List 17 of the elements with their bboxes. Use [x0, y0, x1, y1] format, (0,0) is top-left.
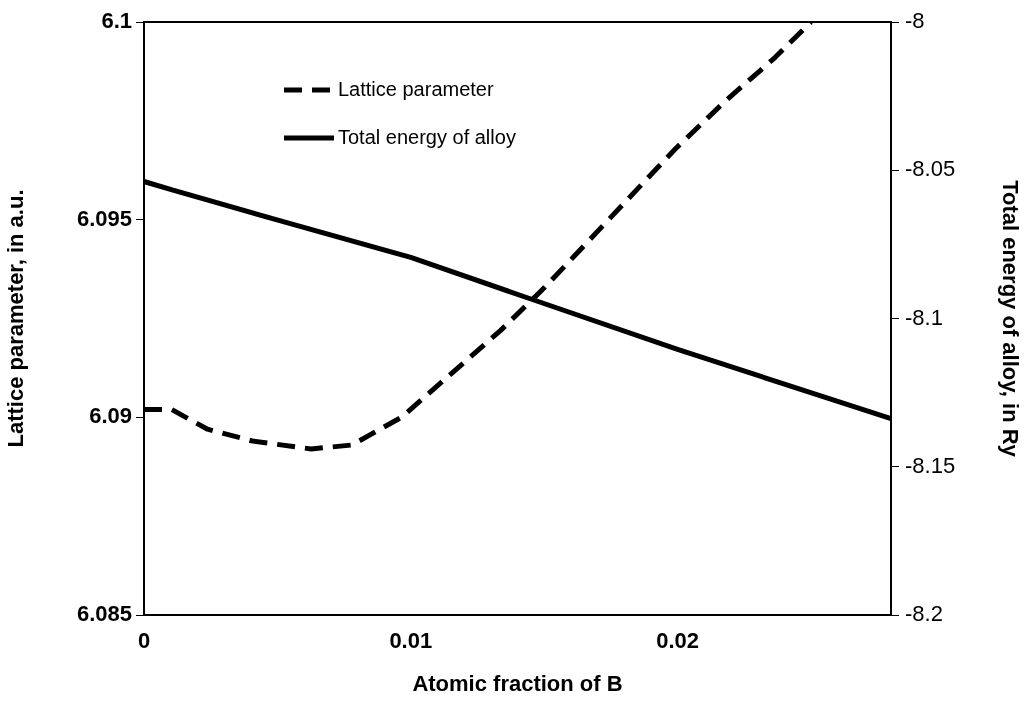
y-axis-title: Lattice parameter, in a.u.	[3, 189, 29, 448]
y2-tick-label: -8.05	[905, 156, 956, 182]
x-tick-label: 0.02	[656, 628, 699, 654]
y-tick-label: 6.095	[76, 205, 132, 231]
y2-axis-title: Total energy of alloy, in Ry	[997, 180, 1023, 458]
legend-label: Total energy of alloy	[338, 125, 516, 148]
y-tick-label: 6.085	[76, 601, 132, 627]
x-tick-label: 0	[137, 628, 151, 654]
x-axis-title: Atomic fraction of B	[412, 670, 623, 696]
y-tick-label: 6.09	[89, 403, 132, 429]
y2-tick-label: -8.1	[905, 304, 943, 330]
y-tick-label: 6.1	[101, 8, 132, 34]
legend-label: Lattice parameter	[338, 77, 494, 100]
y2-tick-label: -8.2	[905, 601, 943, 627]
y2-tick-label: -8.15	[905, 452, 956, 478]
x-tick-label: 0.01	[389, 628, 433, 654]
y2-tick-label: -8	[905, 8, 925, 34]
